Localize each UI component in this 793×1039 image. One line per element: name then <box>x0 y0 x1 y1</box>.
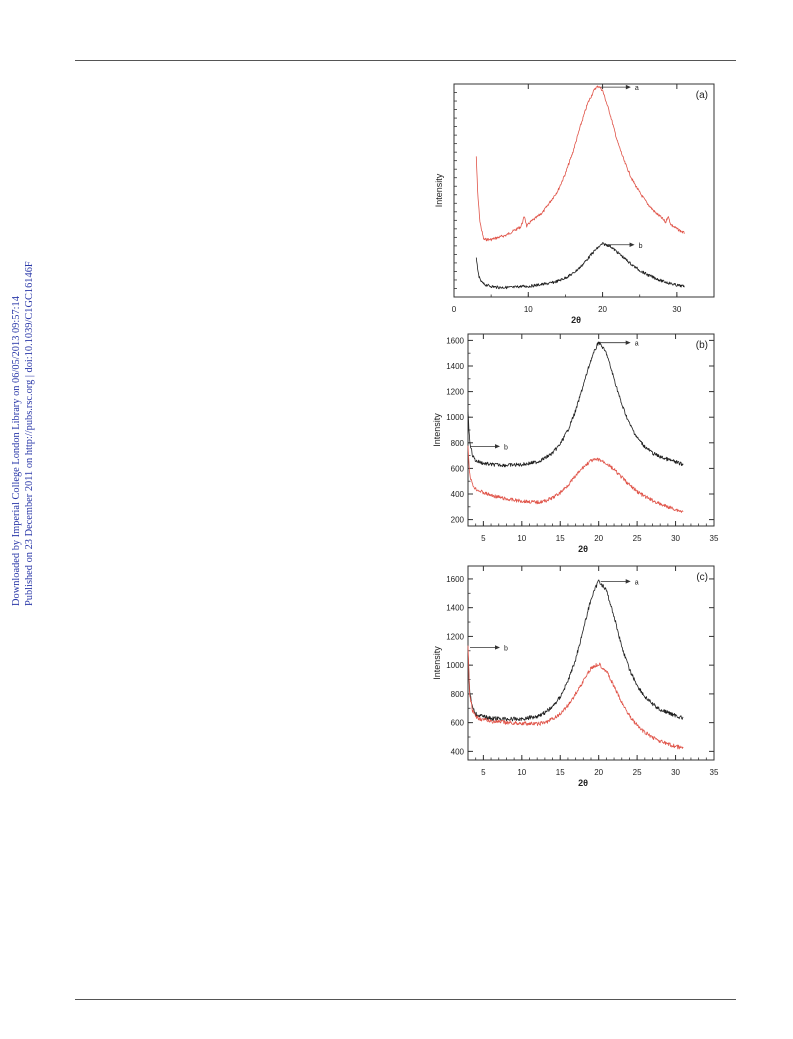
panel-label-a: (a) <box>696 90 708 101</box>
annotation-arrowhead-a-b <box>625 340 631 345</box>
annotation-label-a-a: a <box>635 85 639 92</box>
y-tick-label-b: 600 <box>451 464 465 473</box>
x-tick-label-b: 35 <box>710 534 719 543</box>
x-tick-label-b: 10 <box>517 534 526 543</box>
series-line-b-b <box>467 445 684 513</box>
top-rule <box>75 60 736 61</box>
y-tick-label-b: 1400 <box>446 362 464 371</box>
y-tick-label-c: 400 <box>451 747 465 756</box>
y-tick-label-c: 1000 <box>446 661 464 670</box>
y-tick-label-c: 600 <box>451 719 465 728</box>
y-tick-label-b: 800 <box>451 439 465 448</box>
y-axis-label-c: Intensity <box>432 646 442 680</box>
annotation-arrowhead-b-a <box>629 242 635 247</box>
x-tick-label-b: 5 <box>481 534 486 543</box>
annotation-arrowhead-a-a <box>625 84 631 90</box>
y-tick-label-b: 1600 <box>446 336 464 345</box>
x-tick-label-b: 25 <box>633 534 642 543</box>
annotation-label-b-a: b <box>639 243 643 250</box>
x-tick-label-a: 0 <box>452 305 457 314</box>
x-tick-label-c: 25 <box>633 768 642 777</box>
plot-frame-a <box>453 83 715 298</box>
x-tick-label-b: 15 <box>556 534 565 543</box>
annotation-label-a-c: a <box>635 579 639 586</box>
y-tick-label-b: 400 <box>451 490 465 499</box>
series-line-a-c <box>467 579 684 722</box>
x-tick-label-c: 15 <box>556 768 565 777</box>
x-tick-label-a: 10 <box>524 305 533 314</box>
x-tick-label-c: 30 <box>671 768 680 777</box>
series-line-a-a <box>475 85 685 242</box>
panel-label-b: (b) <box>696 340 708 351</box>
x-tick-label-c: 10 <box>517 768 526 777</box>
y-tick-label-b: 1200 <box>446 388 464 397</box>
y-axis-label-a: Intensity <box>434 173 444 207</box>
x-axis-label-c: 2θ <box>578 778 588 788</box>
x-tick-label-c: 35 <box>710 768 719 777</box>
x-axis-label-a: 2θ <box>571 315 581 325</box>
panel-label-c: (c) <box>696 572 708 583</box>
y-tick-label-c: 1600 <box>446 575 464 584</box>
annotation-arrowhead-b-b <box>495 444 500 449</box>
x-tick-label-a: 20 <box>598 305 607 314</box>
series-line-b-a <box>475 242 685 290</box>
x-tick-label-c: 5 <box>481 768 486 777</box>
y-axis-label-b: Intensity <box>432 413 442 447</box>
annotation-label-a-b: a <box>635 341 639 348</box>
y-tick-label-b: 1000 <box>446 413 464 422</box>
y-tick-label-c: 800 <box>451 690 465 699</box>
x-axis-label-b: 2θ <box>578 544 588 554</box>
annotation-label-b-c: b <box>504 645 508 652</box>
x-tick-label-c: 20 <box>594 768 603 777</box>
x-tick-label-b: 30 <box>671 534 680 543</box>
x-tick-label-a: 30 <box>672 305 681 314</box>
annotation-arrowhead-b-c <box>495 645 500 650</box>
series-line-a-b <box>467 341 684 468</box>
plot-frame-b <box>467 333 715 527</box>
annotation-arrowhead-a-c <box>625 579 631 584</box>
annotation-label-b-b: b <box>504 444 508 451</box>
x-tick-label-b: 20 <box>594 534 603 543</box>
series-line-b-c <box>467 645 684 750</box>
bottom-rule <box>75 999 736 1000</box>
y-tick-label-c: 1200 <box>446 632 464 641</box>
plot-frame-c <box>467 565 715 761</box>
y-tick-label-b: 200 <box>451 516 465 525</box>
y-tick-label-c: 1400 <box>446 604 464 613</box>
